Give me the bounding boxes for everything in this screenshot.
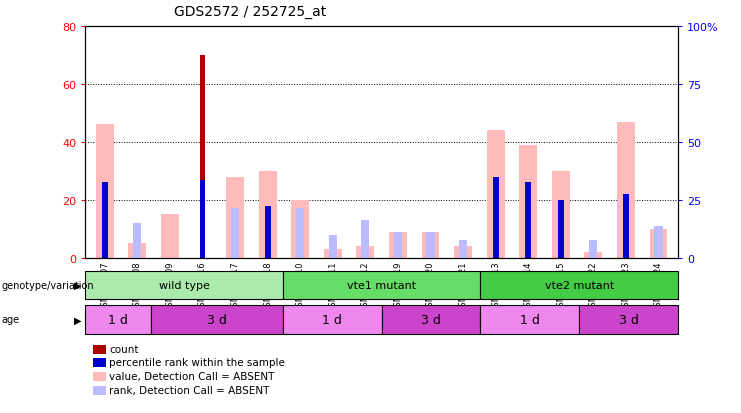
Bar (426, 232, 434, 258)
Bar (487, 131, 505, 258)
Bar (585, 252, 602, 258)
Bar (102, 183, 107, 258)
Bar (85, 271, 283, 299)
Bar (579, 306, 678, 334)
Text: GDS2572 / 252725_at: GDS2572 / 252725_at (174, 5, 326, 19)
Text: wild type: wild type (159, 280, 210, 290)
Text: vte2 mutant: vte2 mutant (545, 280, 614, 290)
Bar (480, 306, 579, 334)
Bar (296, 209, 305, 258)
Bar (589, 241, 597, 258)
Bar (356, 247, 374, 258)
Text: rank, Detection Call = ABSENT: rank, Detection Call = ABSENT (109, 385, 269, 395)
Bar (393, 232, 402, 258)
Bar (265, 206, 270, 258)
Bar (151, 306, 283, 334)
Bar (459, 241, 467, 258)
Text: 3 d: 3 d (619, 313, 639, 326)
Bar (382, 306, 480, 334)
Text: count: count (109, 344, 139, 354)
Bar (96, 125, 113, 258)
Bar (422, 232, 439, 258)
Bar (617, 122, 635, 258)
Bar (128, 244, 146, 258)
Bar (324, 249, 342, 258)
Text: ▶: ▶ (74, 315, 82, 325)
Bar (623, 195, 629, 258)
Bar (133, 223, 142, 258)
Bar (283, 306, 382, 334)
Bar (654, 226, 662, 258)
Text: ▶: ▶ (74, 280, 82, 290)
Text: 3 d: 3 d (421, 313, 441, 326)
Bar (519, 145, 537, 258)
Bar (161, 215, 179, 258)
Text: 1 d: 1 d (108, 313, 128, 326)
Bar (226, 177, 244, 258)
Text: age: age (1, 315, 19, 325)
Bar (650, 229, 668, 258)
Bar (231, 209, 239, 258)
Bar (85, 306, 151, 334)
Bar (283, 271, 480, 299)
Bar (259, 171, 276, 258)
Bar (389, 232, 407, 258)
Text: genotype/variation: genotype/variation (1, 280, 94, 290)
Bar (199, 56, 205, 258)
Text: 1 d: 1 d (322, 313, 342, 326)
Text: percentile rank within the sample: percentile rank within the sample (109, 358, 285, 368)
Text: value, Detection Call = ABSENT: value, Detection Call = ABSENT (109, 371, 274, 381)
Bar (199, 180, 205, 258)
Bar (454, 247, 472, 258)
Text: 1 d: 1 d (520, 313, 539, 326)
Bar (362, 221, 370, 258)
Bar (552, 171, 570, 258)
Text: 3 d: 3 d (207, 313, 227, 326)
Bar (493, 177, 499, 258)
Bar (525, 183, 531, 258)
Bar (329, 235, 337, 258)
Bar (291, 200, 309, 258)
Bar (480, 271, 678, 299)
Bar (558, 200, 564, 258)
Text: vte1 mutant: vte1 mutant (347, 280, 416, 290)
